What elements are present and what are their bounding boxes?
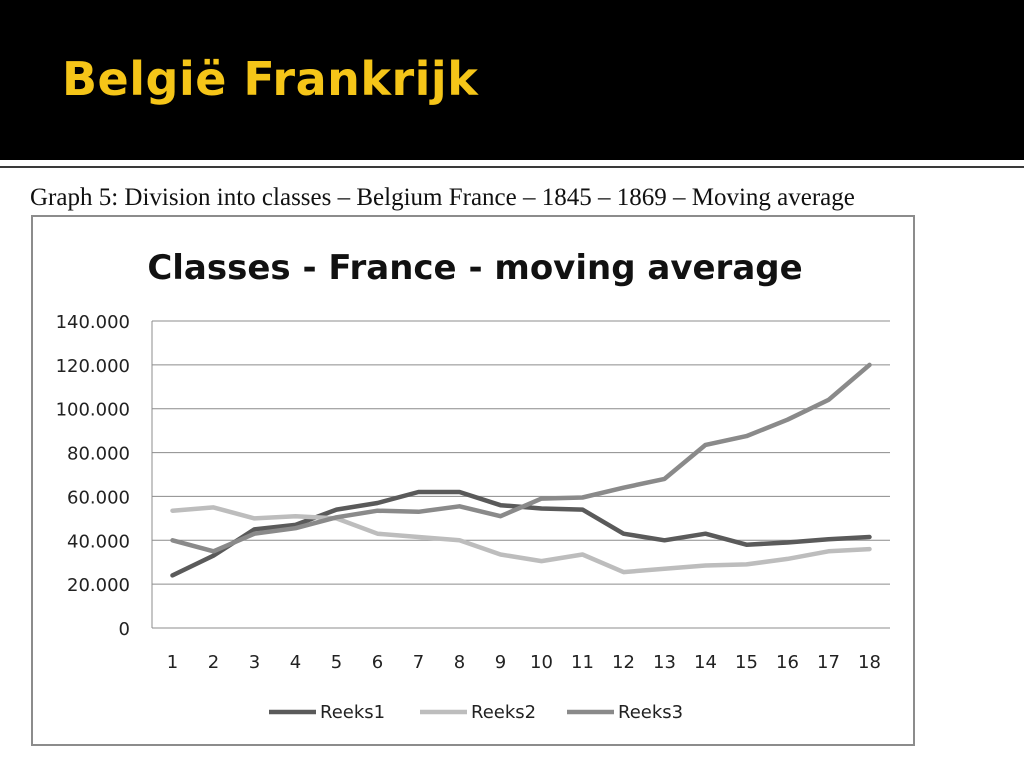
x-tick-label: 1: [167, 652, 178, 673]
slide-title: België Frankrijk: [62, 52, 479, 106]
x-tick-label: 2: [208, 652, 219, 673]
x-tick-label: 9: [495, 652, 506, 673]
x-tick-label: 4: [290, 652, 301, 673]
y-tick-label: 80.000: [67, 444, 130, 465]
chart-frame: Classes - France - moving average 0 20.00…: [31, 215, 915, 746]
y-tick-label: 40.000: [67, 531, 130, 552]
x-axis-ticks: 1 2 3 4 5 6 7 8 9 10 11 12 13 14 15 16 17 18: [167, 652, 881, 673]
series-line-reeks2: [170, 505, 872, 575]
x-tick-label: 5: [331, 652, 342, 673]
divider-line: [0, 166, 1024, 168]
y-tick-label: 60.000: [67, 487, 130, 508]
y-tick-label: 120.000: [56, 356, 130, 377]
y-tick-label: 100.000: [56, 400, 130, 421]
graph-caption: Graph 5: Division into classes – Belgium…: [30, 184, 855, 211]
x-tick-label: 12: [612, 652, 635, 673]
y-axis-ticks: 0 20.000 40.000 60.000 80.000 100.000 120.000 1…: [56, 312, 130, 640]
x-tick-label: 3: [249, 652, 260, 673]
x-tick-label: 13: [653, 652, 676, 673]
y-tick-label: 0: [119, 619, 130, 640]
gridlines: [151, 320, 890, 629]
x-tick-label: 7: [413, 652, 424, 673]
series-lines: [170, 362, 872, 578]
legend-label: Reeks2: [471, 702, 536, 723]
x-tick-label: 8: [454, 652, 465, 673]
legend-label: Reeks1: [320, 702, 385, 723]
line-chart: Classes - France - moving average 0 20.00…: [56, 248, 890, 723]
x-tick-label: 16: [776, 652, 799, 673]
x-tick-label: 18: [858, 652, 881, 673]
legend: Reeks1 Reeks2 Reeks3: [269, 702, 683, 723]
x-tick-label: 11: [571, 652, 594, 673]
y-tick-label: 20.000: [67, 575, 130, 596]
x-tick-label: 14: [694, 652, 717, 673]
series-line-reeks3: [170, 362, 872, 554]
chart-title: Classes - France - moving average: [147, 248, 802, 288]
x-tick-label: 6: [372, 652, 383, 673]
x-tick-label: 15: [735, 652, 758, 673]
x-tick-label: 10: [530, 652, 553, 673]
header-bar: België Frankrijk: [0, 0, 1024, 160]
x-tick-label: 17: [817, 652, 840, 673]
legend-label: Reeks3: [618, 702, 683, 723]
y-tick-label: 140.000: [56, 312, 130, 333]
